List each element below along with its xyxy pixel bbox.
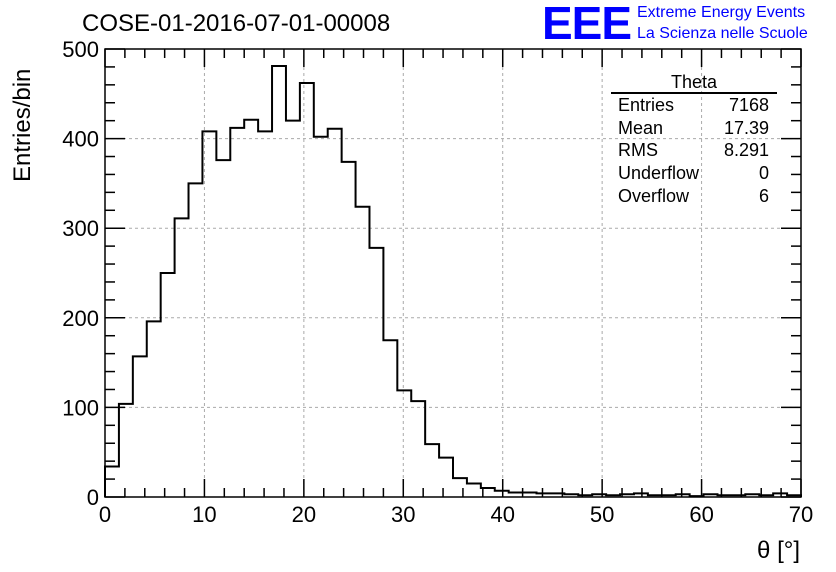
stats-value: 17.39 bbox=[723, 117, 769, 138]
y-tick-labels: 0 100 200 300 400 500 bbox=[62, 37, 99, 510]
stats-value: 8.291 bbox=[723, 140, 769, 161]
x-tick-label: 0 bbox=[99, 502, 111, 527]
eee-logo: EEE bbox=[542, 0, 632, 49]
stats-row-overflow: Overflow 6 bbox=[611, 185, 777, 208]
y-tick-label: 0 bbox=[87, 485, 99, 510]
grid-lines bbox=[105, 49, 801, 497]
stats-box: Theta Entries 7168 Mean 17.39 RMS 8.291 … bbox=[611, 72, 777, 207]
y-tick-label: 100 bbox=[62, 395, 99, 420]
x-tick-label: 40 bbox=[490, 502, 514, 527]
stats-label: Underflow bbox=[618, 163, 700, 184]
x-axis-label: θ [°] bbox=[757, 537, 800, 564]
stats-value: 7168 bbox=[728, 95, 769, 115]
x-tick-label: 70 bbox=[789, 502, 813, 527]
logo-line-2: La Scienza nelle Scuole bbox=[637, 25, 808, 42]
stats-value: 6 bbox=[758, 185, 769, 206]
stats-title: Theta bbox=[611, 72, 777, 94]
stats-row-rms: RMS 8.291 bbox=[611, 139, 777, 162]
y-tick-label: 300 bbox=[62, 216, 99, 241]
plot-frame bbox=[104, 48, 802, 498]
y-axis-label: Entries/bin bbox=[9, 69, 36, 182]
stats-row-underflow: Underflow 0 bbox=[611, 162, 777, 185]
stats-row-mean: Mean 17.39 bbox=[611, 117, 777, 140]
stats-label: RMS bbox=[618, 140, 658, 161]
stats-label: Entries bbox=[618, 95, 675, 115]
y-tick-label: 400 bbox=[62, 127, 99, 152]
stats-label: Overflow bbox=[618, 185, 690, 206]
stats-value: 0 bbox=[758, 163, 769, 184]
chart-title: COSE-01-2016-07-01-00008 bbox=[82, 10, 391, 37]
y-tick-label: 200 bbox=[62, 306, 99, 331]
x-tick-label: 30 bbox=[391, 502, 415, 527]
x-tick-label: 10 bbox=[192, 502, 216, 527]
histogram-step-line bbox=[104, 65, 802, 498]
x-tick-labels: 0 10 20 30 40 50 60 70 bbox=[99, 502, 813, 527]
x-tick-label: 50 bbox=[590, 502, 614, 527]
stats-row-entries: Entries 7168 bbox=[611, 94, 777, 117]
axis-ticks bbox=[104, 48, 802, 498]
x-tick-label: 20 bbox=[292, 502, 316, 527]
x-tick-label: 60 bbox=[689, 502, 713, 527]
logo-line-1: Extreme Energy Events bbox=[637, 4, 806, 21]
stats-label: Mean bbox=[618, 117, 664, 138]
y-tick-label: 500 bbox=[62, 37, 99, 62]
